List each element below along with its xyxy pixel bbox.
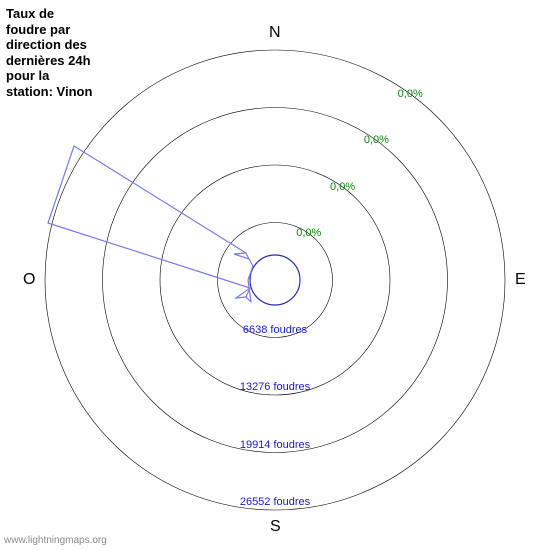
chart-title: Taux de foudre par direction des dernièr… <box>6 6 92 100</box>
ring-label-top: 0,0% <box>330 181 355 193</box>
ring-label-top: 0,0% <box>296 227 321 239</box>
compass-west: O <box>23 271 35 289</box>
compass-north: N <box>269 24 281 42</box>
ring-label-top: 0,0% <box>398 88 423 100</box>
credit-text: www.lightningmaps.org <box>4 535 107 546</box>
compass-south: S <box>270 518 281 536</box>
ring-label-bottom: 6638 foudres <box>243 324 307 336</box>
ring-label-bottom: 19914 foudres <box>240 439 310 451</box>
ring-label-bottom: 26552 foudres <box>240 496 310 508</box>
ring-label-top: 0,0% <box>364 134 389 146</box>
ring-label-bottom: 13276 foudres <box>240 381 310 393</box>
compass-east: E <box>515 271 526 289</box>
